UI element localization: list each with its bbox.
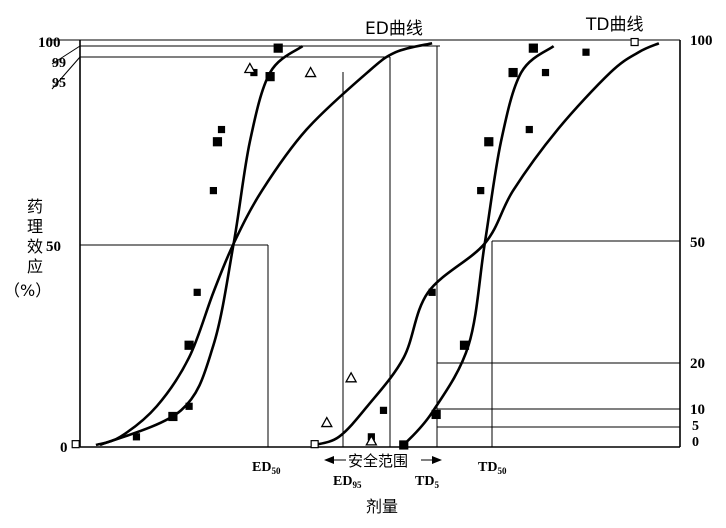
- td-point-5: [528, 43, 538, 53]
- x-axis-label: 剂量: [366, 497, 398, 516]
- safety-range-label: 安全范围: [348, 452, 408, 470]
- ed-steep-curve: [99, 45, 304, 447]
- label-td5: TD5: [415, 474, 439, 490]
- td-open-point-0: [310, 440, 319, 449]
- td-point-0: [399, 440, 409, 450]
- ed-point-2: [212, 137, 223, 147]
- td-small-point-4: [525, 125, 533, 134]
- right-tick-5: 5: [692, 419, 699, 434]
- curves-group: [95, 41, 660, 447]
- triangle-marker-1: [304, 66, 317, 78]
- right-tick-100: 100: [690, 33, 713, 49]
- y-axis-unit: （%）: [4, 281, 51, 300]
- td-open-point-1: [630, 37, 639, 47]
- left-tick-95: 95: [52, 76, 66, 91]
- td-small-point-2: [428, 288, 436, 296]
- safety-arrow-head-right: [432, 456, 442, 464]
- y-axis-char-1: 药: [27, 197, 43, 216]
- td-point-2: [459, 340, 470, 350]
- markers-group: [71, 37, 639, 450]
- td-small-point-3: [477, 186, 485, 195]
- left-tick-50: 50: [46, 239, 61, 255]
- right-tick-20: 20: [690, 356, 705, 372]
- ed-point-0: [168, 411, 178, 422]
- right-tick-0: 0: [692, 435, 699, 450]
- right-tick-10: 10: [690, 402, 705, 418]
- y-axis-char-2: 理: [27, 217, 43, 236]
- td-small-point-1: [379, 406, 388, 414]
- left-tick-100: 100: [38, 35, 61, 51]
- triangle-marker-3: [344, 371, 358, 383]
- triangle-marker-4: [365, 434, 378, 446]
- ed-small-point-4: [217, 125, 226, 134]
- td-point-3: [484, 137, 494, 147]
- ed-small-point-0: [132, 433, 141, 441]
- label-ed50: ED50: [252, 460, 281, 476]
- left-tick-99: 99: [52, 56, 66, 71]
- safety-arrow-head-left: [324, 456, 334, 464]
- td-steep-curve: [402, 45, 555, 446]
- ed-point-3: [265, 72, 275, 82]
- right-tick-50: 50: [690, 235, 705, 251]
- td-point-1: [431, 409, 441, 420]
- label-ed95: ED95: [333, 474, 362, 490]
- ed-open-point-0: [71, 440, 80, 449]
- ed-small-point-3: [209, 186, 217, 195]
- ed-point-1: [184, 340, 194, 350]
- bracket-a: [51, 45, 81, 65]
- ed-small-point-2: [193, 288, 201, 296]
- y-axis-char-4: 应: [27, 257, 43, 276]
- td-point-4: [508, 67, 518, 78]
- triangle-marker-2: [320, 416, 333, 428]
- td-small-point-6: [582, 48, 590, 56]
- ed-small-point-1: [185, 402, 193, 410]
- bracket-b: [51, 56, 81, 90]
- left-tick-0: 0: [60, 440, 68, 456]
- ed-point-4: [273, 43, 283, 53]
- y-axis-char-3: 效: [27, 237, 43, 256]
- td-small-point-5: [541, 68, 550, 77]
- ed-shallow-curve: [95, 41, 433, 447]
- td-shallow-curve: [314, 42, 660, 447]
- td-curve-label: TD曲线: [585, 15, 643, 35]
- triangle-marker-0: [243, 62, 256, 74]
- ed-curve-label: ED曲线: [365, 19, 423, 39]
- label-td50: TD50: [478, 460, 507, 476]
